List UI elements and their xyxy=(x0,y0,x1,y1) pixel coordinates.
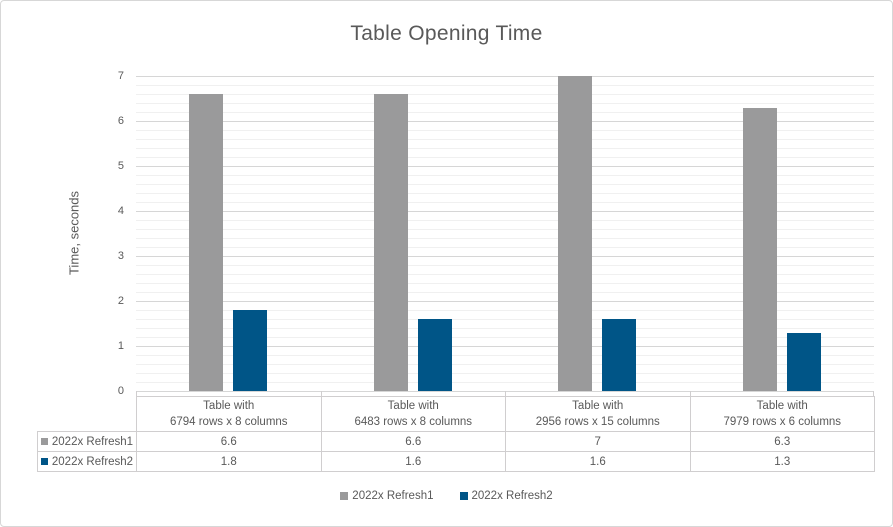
data-table: Table with 6794 rows x 8 columns Table wit… xyxy=(37,396,875,472)
gridline-minor xyxy=(136,130,874,131)
category-header-line: Table with xyxy=(387,400,439,412)
category-header-cell: Table with 6794 rows x 8 columns xyxy=(136,396,322,432)
gridline-minor xyxy=(136,373,874,374)
series-label-cell: 2022x Refresh1 xyxy=(37,431,137,452)
gridline-major xyxy=(136,211,874,212)
gridline-major xyxy=(136,121,874,122)
gridline-minor xyxy=(136,328,874,329)
gridline-minor xyxy=(136,319,874,320)
gridline-minor xyxy=(136,85,874,86)
legend-swatch-icon xyxy=(340,492,349,500)
bar-2022x-refresh1-cat2 xyxy=(373,94,408,391)
value-cell: 1.6 xyxy=(505,451,691,472)
category-header-line: Table with xyxy=(572,400,624,412)
category-header-line: Table with xyxy=(203,400,255,412)
y-tick-label: 5 xyxy=(117,160,124,172)
value-cell: 1.3 xyxy=(689,451,875,472)
value-cell: 7 xyxy=(505,431,691,452)
plot-area xyxy=(136,76,874,396)
gridline-minor xyxy=(136,229,874,230)
y-tick-label: 1 xyxy=(117,340,124,352)
gridline-minor xyxy=(136,103,874,104)
category-axis-tick xyxy=(689,391,691,396)
gridline-major xyxy=(136,301,874,302)
value-cell: 6.3 xyxy=(689,431,875,452)
gridline-minor xyxy=(136,292,874,293)
series-name: 2022x Refresh2 xyxy=(51,455,134,468)
category-axis-tick xyxy=(136,391,137,396)
y-axis-tick-labels: 0 1 2 3 4 5 6 7 xyxy=(84,1,124,526)
gridline-minor xyxy=(136,184,874,185)
gridline-minor xyxy=(136,175,874,176)
y-tick-label: 6 xyxy=(117,115,124,127)
category-header-cell: Table with 2956 rows x 15 columns xyxy=(505,396,691,432)
bar-2022x-refresh2-cat4 xyxy=(786,332,821,391)
legend-item: 2022x Refresh1 xyxy=(340,490,434,502)
gridline-minor xyxy=(136,202,874,203)
y-tick-label: 3 xyxy=(117,250,124,262)
y-tick-label: 0 xyxy=(117,385,124,397)
category-header-line: 7979 rows x 6 columns xyxy=(723,416,842,428)
table-corner-blank xyxy=(38,397,137,432)
gridline-minor xyxy=(136,247,874,248)
bar-2022x-refresh1-cat3 xyxy=(558,76,593,391)
series-label-cell: 2022x Refresh2 xyxy=(37,451,137,472)
value-cell: 1.8 xyxy=(136,451,322,472)
category-header-line: 2956 rows x 15 columns xyxy=(535,416,660,428)
gridline-minor xyxy=(136,283,874,284)
gridline-minor xyxy=(136,112,874,113)
value-cell: 1.6 xyxy=(320,451,506,472)
category-header-line: Table with xyxy=(756,400,808,412)
gridline-minor xyxy=(136,148,874,149)
y-tick-label: 7 xyxy=(117,70,124,82)
gridline-minor xyxy=(136,94,874,95)
category-header-line: 6794 rows x 8 columns xyxy=(169,416,288,428)
gridline-minor xyxy=(136,238,874,239)
y-axis-title: Time, seconds xyxy=(66,190,82,276)
chart-title: Table Opening Time xyxy=(350,22,543,45)
gridline-minor xyxy=(136,274,874,275)
legend: 2022x Refresh1 2022x Refresh2 xyxy=(1,490,892,502)
legend-item: 2022x Refresh2 xyxy=(459,490,553,502)
legend-label: 2022x Refresh1 xyxy=(352,490,434,502)
gridline-minor xyxy=(136,193,874,194)
bar-2022x-refresh2-cat2 xyxy=(417,319,452,391)
gridline-minor xyxy=(136,139,874,140)
gridline-minor xyxy=(136,364,874,365)
gridline-minor xyxy=(136,265,874,266)
gridline-major xyxy=(136,76,874,77)
category-axis-tick xyxy=(873,391,874,396)
gridline-minor xyxy=(136,355,874,356)
gridline-minor xyxy=(136,157,874,158)
gridline-minor xyxy=(136,382,874,383)
legend-swatch-icon xyxy=(459,492,468,500)
series-name: 2022x Refresh1 xyxy=(51,435,134,448)
value-cell: 6.6 xyxy=(320,431,506,452)
bar-2022x-refresh2-cat3 xyxy=(602,319,637,391)
table-row: 2022x Refresh2 1.8 1.6 1.6 1.3 xyxy=(37,451,875,472)
category-axis-tick xyxy=(505,391,506,396)
category-header-cell: Table with 6483 rows x 8 columns xyxy=(320,396,506,432)
category-axis-tick xyxy=(320,391,322,396)
gridline-minor xyxy=(136,220,874,221)
gridline-major xyxy=(136,256,874,257)
y-tick-label: 2 xyxy=(117,295,124,307)
bar-2022x-refresh1-cat4 xyxy=(742,107,777,391)
gridline-minor xyxy=(136,310,874,311)
gridline-minor xyxy=(136,337,874,338)
bar-2022x-refresh2-cat1 xyxy=(233,310,268,391)
table-row: 2022x Refresh1 6.6 6.6 7 6.3 xyxy=(37,431,875,452)
gridline-major xyxy=(136,166,874,167)
legend-label: 2022x Refresh2 xyxy=(471,490,553,502)
value-cell: 6.6 xyxy=(136,431,322,452)
category-header-cell: Table with 7979 rows x 6 columns xyxy=(689,396,875,432)
category-header-line: 6483 rows x 8 columns xyxy=(354,416,473,428)
gridline-major xyxy=(136,346,874,347)
series-swatch-icon xyxy=(40,457,48,465)
y-tick-label: 4 xyxy=(117,205,124,217)
bar-2022x-refresh1-cat1 xyxy=(189,94,224,391)
series-swatch-icon xyxy=(40,437,48,445)
